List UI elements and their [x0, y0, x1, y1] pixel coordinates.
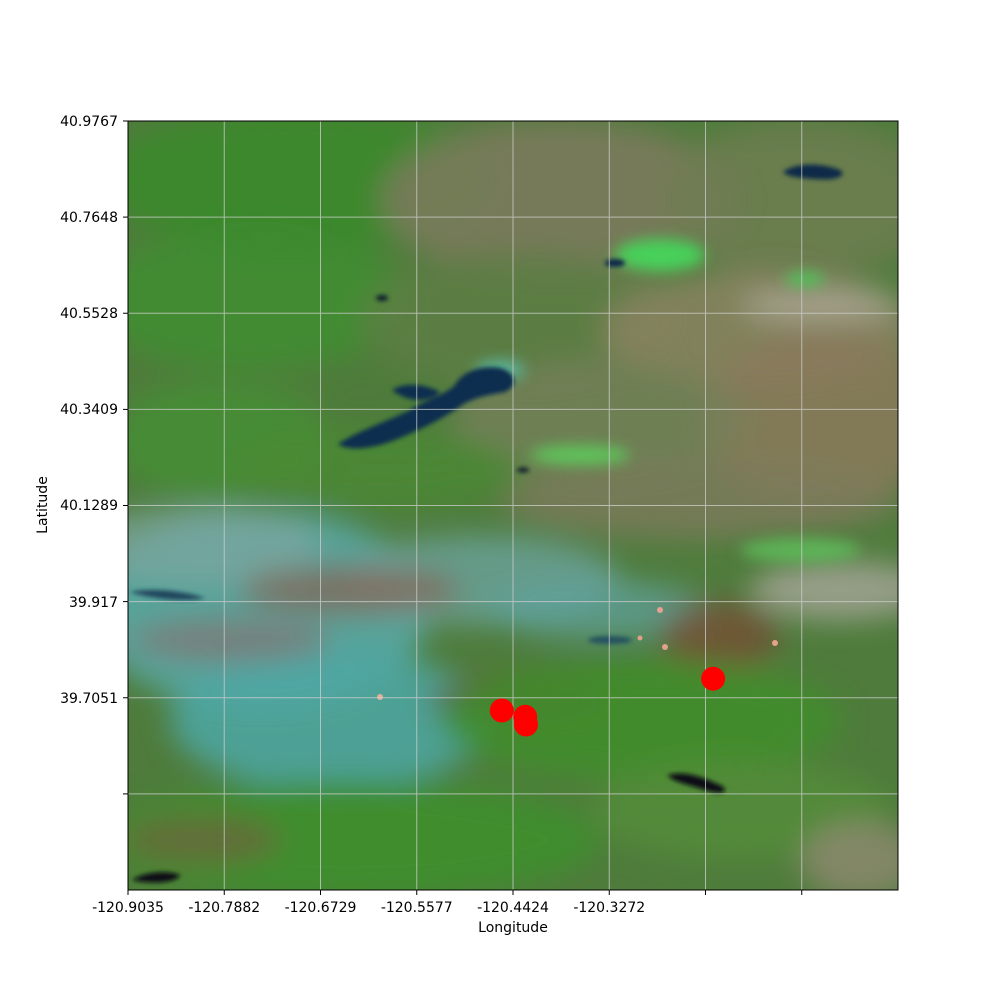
fire-point-marker — [514, 712, 538, 737]
fire-markers — [489, 666, 726, 737]
y-tick-label: 39.917 — [69, 595, 118, 611]
x-axis: -120.9035 -120.7882 -120.6729 -120.5577 … — [92, 890, 803, 936]
x-tick-label: -120.4424 — [477, 900, 549, 916]
y-tick-label: 40.7648 — [60, 210, 118, 226]
x-tick-label: -120.5577 — [381, 900, 453, 916]
fire-point-marker — [489, 698, 514, 723]
y-tick-label: 40.1289 — [60, 498, 118, 514]
x-tick-label: -120.7882 — [188, 900, 260, 916]
y-axis: 40.9767 40.7648 40.5528 40.3409 40.1289 … — [35, 114, 128, 795]
y-tick-label: 40.5528 — [60, 306, 118, 322]
x-tick-label: -120.3272 — [573, 900, 645, 916]
fire-point-marker — [701, 666, 726, 691]
gridlines — [128, 121, 898, 890]
y-tick-label: 40.3409 — [60, 402, 118, 418]
y-tick-label: 40.9767 — [60, 114, 118, 130]
x-tick-label: -120.6729 — [285, 900, 357, 916]
x-axis-title: Longitude — [478, 920, 548, 936]
x-tick-label: -120.9035 — [92, 900, 164, 916]
y-axis-title: Latitude — [35, 476, 51, 534]
y-tick-label: 39.7051 — [60, 691, 118, 707]
